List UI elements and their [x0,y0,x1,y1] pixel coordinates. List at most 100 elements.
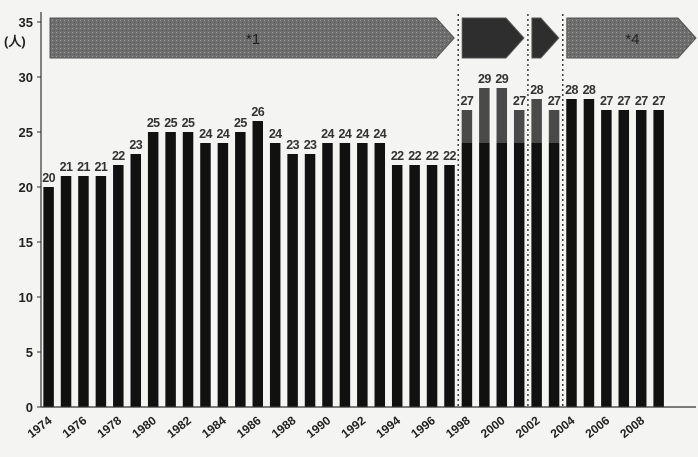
bar [426,165,438,407]
bar [43,187,54,407]
y-tick-label: 30 [19,70,33,85]
bar [566,99,577,407]
period-arrow-label: *1 [246,31,260,48]
bar-upper-segment [548,110,560,143]
y-axis-unit: (人) [4,34,26,49]
bar-series [43,88,664,407]
bar [618,110,630,407]
bar [461,143,473,407]
bar [357,143,368,407]
bar-upper-segment [461,110,473,143]
x-tick-label: 1974 [25,413,55,441]
data-label: 21 [95,160,108,174]
y-tick-label: 15 [19,235,33,250]
data-label: 22 [391,149,404,163]
period-arrow-label: *4 [625,31,639,48]
bar [322,143,333,407]
x-tick-label: 1994 [373,413,403,441]
y-tick-label: 0 [26,400,33,415]
data-label: 23 [129,138,142,152]
x-tick-label: 1982 [164,413,194,441]
period-arrow [49,17,455,59]
data-label: 27 [513,94,526,108]
data-label: 27 [461,94,474,108]
data-label: 24 [373,127,386,141]
bar-upper-segment [531,99,542,143]
data-label: 22 [443,149,456,163]
y-tick-label: 20 [19,180,33,195]
data-label: 23 [304,138,317,152]
y-tick-label: 35 [19,15,33,30]
bar [513,143,525,407]
period-arrow [566,17,697,59]
period-arrows: *1 *4 [49,17,697,59]
bar [531,143,542,407]
data-label: 24 [199,127,212,141]
data-label: 25 [147,116,160,130]
x-tick-label: 1976 [60,413,90,441]
bar [304,154,316,407]
x-tick-label: 2002 [513,413,543,441]
bar [287,154,298,407]
bar [635,110,647,407]
bar [182,132,194,407]
x-tick-label: 1996 [408,413,438,441]
y-tick-label: 10 [19,290,33,305]
data-label: 24 [269,127,282,141]
data-label: 21 [77,160,90,174]
x-tick-label: 1978 [95,413,125,441]
bar [147,132,159,407]
data-label: 22 [408,149,421,163]
data-label: 24 [321,127,334,141]
data-label: 27 [617,94,630,108]
bar [269,143,281,407]
data-label: 29 [495,72,508,86]
data-label: 25 [234,116,247,130]
data-label: 25 [164,116,177,130]
bar [444,165,455,407]
data-label: 28 [583,83,596,97]
value-labels: 20 21 21 21 22 23 25 25 25 24 24 25 26 24 23 23 24 24 24 24… [42,72,666,185]
x-tick-label: 1988 [269,413,299,441]
bar [653,110,664,407]
x-tick-label: 1990 [304,413,334,441]
data-label: 28 [530,83,543,97]
data-label: 27 [548,94,561,108]
bar [235,132,246,407]
bar [601,110,612,407]
bar-upper-segment [513,110,525,143]
data-label: 20 [42,171,55,185]
data-label: 24 [356,127,369,141]
x-tick-label: 1984 [199,413,229,441]
bar [409,165,420,407]
bar-upper-segment [479,88,490,143]
bar [217,143,229,407]
y-tick-label: 25 [19,125,33,140]
y-tick-label: 5 [26,345,33,360]
data-label: 22 [426,149,439,163]
bar [548,143,560,407]
bar [113,165,124,407]
data-label: 22 [112,149,125,163]
y-axis-ticks: 0 5 10 15 20 25 30 35 [19,15,41,415]
bar [391,165,403,407]
data-label: 27 [600,94,613,108]
bar [200,143,211,407]
bar [60,176,72,407]
bar [583,99,595,407]
bar [339,143,351,407]
x-tick-label: 2006 [583,413,613,441]
bar-upper-segment [496,88,508,143]
x-tick-label: 1986 [234,413,264,441]
data-label: 28 [565,83,578,97]
x-tick-label: 2004 [548,413,578,441]
bar [95,176,107,407]
bar [479,143,490,407]
bar [130,154,141,407]
x-tick-label: 1992 [339,413,369,441]
bar [78,176,89,407]
data-label: 23 [286,138,299,152]
bar [252,121,264,407]
x-tick-label: 1980 [129,413,159,441]
